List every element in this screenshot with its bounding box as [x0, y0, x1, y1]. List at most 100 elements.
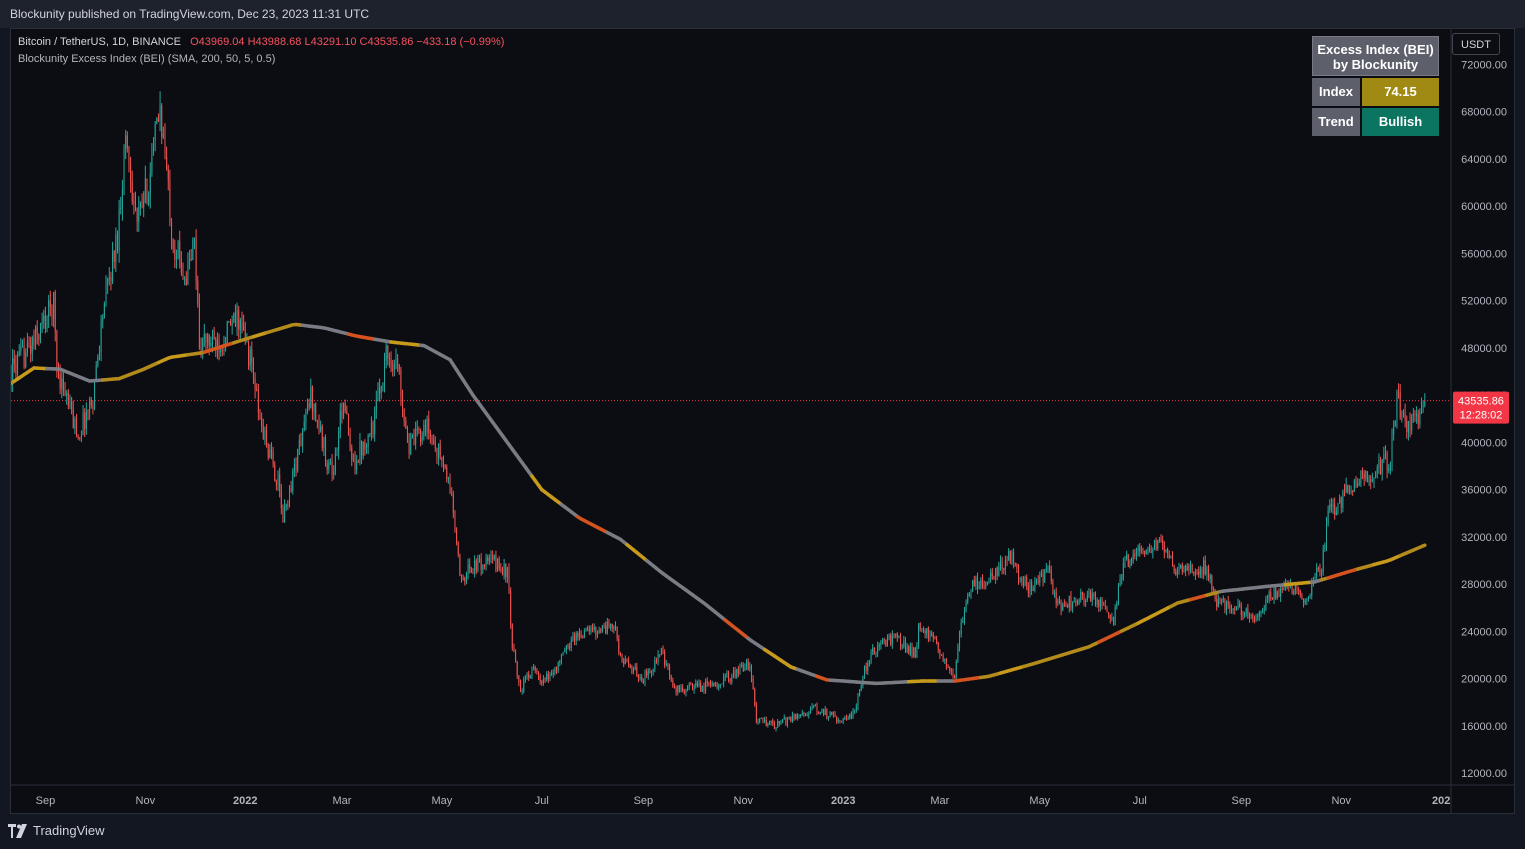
candle-body — [927, 628, 929, 639]
candle-body — [406, 428, 408, 441]
candle-body — [641, 676, 643, 681]
candle-body — [405, 420, 407, 429]
candle-body — [1054, 592, 1056, 594]
candle-body — [798, 715, 800, 719]
candle-body — [172, 239, 174, 250]
candle-body — [1150, 551, 1152, 553]
candle-body — [896, 633, 898, 638]
candle-body — [919, 623, 921, 630]
candle-body — [592, 627, 594, 630]
symbol-legend[interactable]: Bitcoin / TetherUS, 1D, BINANCE O43969.0… — [18, 34, 504, 51]
candle-body — [860, 685, 862, 691]
candle-body — [244, 330, 246, 342]
candle-body — [821, 708, 823, 712]
candle-body — [1108, 612, 1110, 615]
candle-body — [26, 341, 28, 353]
candle-body — [1296, 585, 1298, 590]
chart-pane[interactable] — [10, 28, 1515, 814]
candle-body — [13, 358, 15, 365]
candle-body — [770, 720, 772, 723]
indicator-legend[interactable]: Blockunity Excess Index (BEI) (SMA, 200,… — [18, 53, 276, 65]
candle-body — [393, 363, 395, 370]
candle-body — [968, 593, 970, 596]
currency-button[interactable]: USDT — [1452, 33, 1500, 55]
candle-body — [233, 312, 235, 322]
candle-body — [1040, 573, 1042, 577]
candle-body — [284, 505, 286, 523]
candle-body — [1198, 571, 1200, 575]
candle-body — [839, 720, 841, 722]
last-price-label: 43535.86 12:28:02 — [1453, 391, 1509, 424]
candle-body — [524, 677, 526, 679]
candle-body — [375, 399, 377, 411]
candle-body — [189, 258, 191, 263]
candle-body — [536, 670, 538, 673]
candle-body — [790, 717, 792, 722]
candle-body — [963, 611, 965, 621]
candle-body — [182, 272, 184, 279]
candle-body — [972, 580, 974, 591]
candle-body — [1255, 617, 1257, 622]
candle-body — [338, 431, 340, 451]
candle-body — [121, 189, 123, 208]
candle-body — [457, 542, 459, 555]
candle-body — [1280, 588, 1282, 597]
candle-body — [297, 449, 299, 471]
candle-body — [164, 133, 166, 157]
candle-body — [207, 334, 209, 343]
candle-body — [1036, 580, 1038, 582]
candle-body — [677, 685, 679, 693]
candle-body — [706, 681, 708, 683]
candle-body — [1158, 539, 1160, 541]
candle-body — [1144, 550, 1146, 554]
candle-body — [1029, 581, 1031, 594]
candle-body — [1081, 591, 1083, 596]
candle-body — [1291, 584, 1293, 594]
time-axis[interactable]: Sep Nov 2022 Mar May Jul Sep Nov 2023 Mar May Jul Se… — [36, 795, 1451, 807]
symbol-name[interactable]: Bitcoin / TetherUS, 1D, BINANCE — [18, 36, 182, 48]
candle-body — [94, 381, 96, 409]
candle-body — [298, 439, 300, 450]
price-tick-label: 24000.00 — [1461, 626, 1507, 638]
candle-body — [1058, 600, 1060, 602]
candle-body — [678, 685, 680, 692]
candle-body — [552, 672, 554, 674]
candle-body — [352, 459, 354, 461]
candle-body — [1068, 596, 1070, 607]
candle-body — [1093, 593, 1095, 596]
candle-body — [479, 557, 481, 559]
candle-body — [177, 241, 179, 259]
candle-body — [429, 432, 431, 438]
candle-body — [293, 464, 295, 472]
candle-body — [652, 668, 654, 672]
candle-body — [1262, 610, 1264, 613]
time-tick-label: Sep — [634, 795, 654, 807]
candle-body — [936, 638, 938, 642]
candle-body — [251, 349, 253, 364]
candle-body — [890, 635, 892, 645]
candle-body — [451, 493, 453, 495]
price-tick-label: 72000.00 — [1461, 59, 1507, 71]
candle-body — [442, 460, 444, 465]
candle-body — [859, 690, 861, 697]
candle-body — [208, 334, 210, 346]
time-tick-label: 202 — [1432, 795, 1450, 807]
candle-body — [1278, 591, 1280, 597]
publish-text: Blockunity published on TradingView.com,… — [10, 7, 370, 21]
candle-body — [149, 173, 151, 198]
publish-header: Blockunity published on TradingView.com,… — [0, 0, 1525, 28]
candle-body — [814, 705, 816, 707]
candle-body — [339, 410, 341, 432]
candle-body — [1067, 605, 1069, 607]
candle-body — [103, 303, 105, 318]
candle-body — [965, 602, 967, 612]
candle-body — [1137, 546, 1139, 552]
candle-body — [135, 203, 137, 209]
candle-body — [133, 201, 135, 204]
candle-body — [497, 558, 499, 571]
candle-body — [210, 342, 212, 346]
candle-body — [1224, 598, 1226, 611]
candle-body — [534, 667, 536, 671]
candle-body — [303, 421, 305, 431]
